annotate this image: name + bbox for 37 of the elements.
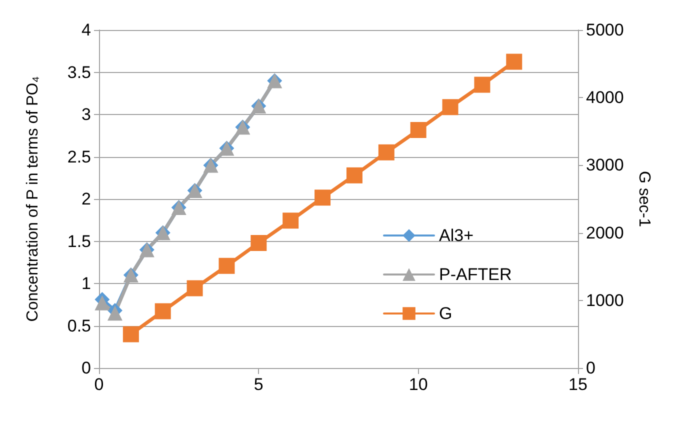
y-tick-label: 0.5 <box>67 316 91 336</box>
y-tick-label: 4 <box>82 20 91 40</box>
point <box>314 190 331 206</box>
point <box>378 144 394 160</box>
y2-tick-label: 1000 <box>586 290 624 310</box>
y2-tick-label: 2000 <box>586 223 624 242</box>
x-tick-label: 10 <box>408 375 428 394</box>
y-axis-title: Concentration of P in terms of PO₄ <box>24 76 42 322</box>
legend-label: Al3+ <box>439 226 474 245</box>
y-tick-label: 0 <box>82 358 91 378</box>
point <box>218 258 235 274</box>
point <box>186 280 203 296</box>
point <box>442 99 458 116</box>
point <box>250 234 267 251</box>
y2-tick-label: 4000 <box>586 88 624 108</box>
y-tick-label: 3 <box>82 105 91 124</box>
point <box>122 326 139 342</box>
point <box>474 76 490 93</box>
y-tick-label: 2 <box>82 190 91 208</box>
point <box>506 54 522 70</box>
y2-tick-label: 5000 <box>586 20 624 40</box>
y-tick-label: 3.5 <box>67 62 91 82</box>
point <box>282 212 299 229</box>
x-tick-label: 5 <box>254 375 264 394</box>
legend-label: G <box>439 304 452 323</box>
y2-tick-label: 3000 <box>586 156 624 175</box>
y2-axis-title: G sec-1 <box>636 170 652 228</box>
y2-tick-label: 0 <box>586 358 596 378</box>
point <box>410 122 426 138</box>
y-tick-label: 1 <box>82 274 91 293</box>
y-tick-label: 2.5 <box>67 147 91 166</box>
y-tick-label: 1.5 <box>67 232 91 251</box>
point <box>346 167 362 184</box>
point <box>154 303 171 320</box>
x-tick-label: 0 <box>94 375 104 394</box>
x-tick-label: 15 <box>568 375 588 394</box>
legend-label: P-AFTER <box>439 265 512 284</box>
